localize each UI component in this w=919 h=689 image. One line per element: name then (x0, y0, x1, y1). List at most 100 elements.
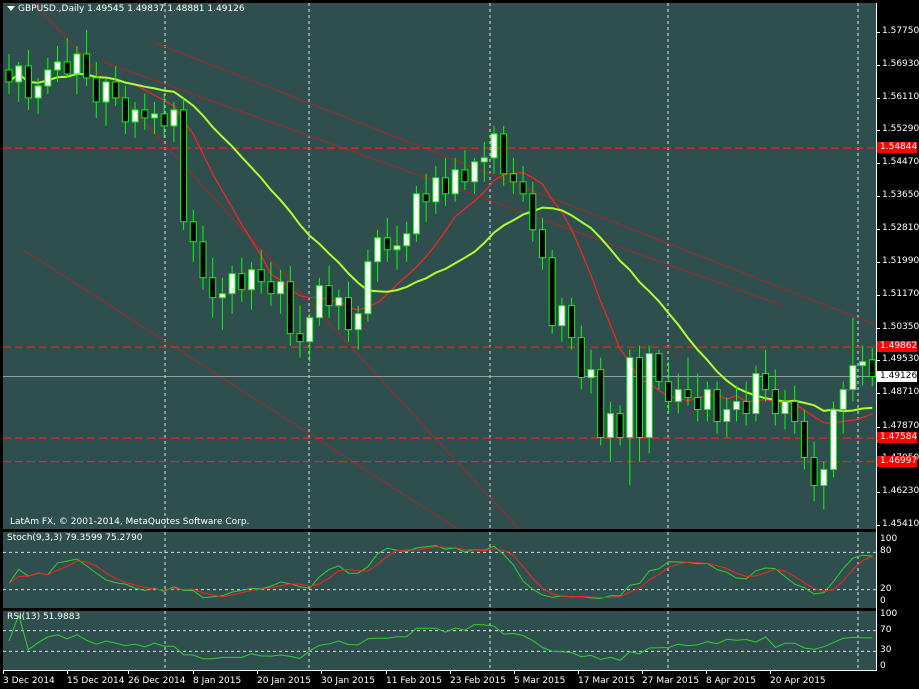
candle[interactable] (170, 101, 178, 142)
candle[interactable] (539, 217, 546, 270)
level-price-tag[interactable]: 1.46997 (877, 455, 917, 467)
time-axis-label[interactable]: 20 Apr 2015 (770, 676, 826, 686)
candle[interactable] (820, 461, 828, 510)
candle[interactable] (102, 77, 110, 126)
candle[interactable] (655, 349, 663, 390)
candle[interactable] (335, 289, 343, 330)
candle[interactable] (771, 369, 779, 426)
candle[interactable] (830, 401, 837, 478)
candle[interactable] (374, 229, 382, 282)
candle[interactable] (286, 265, 294, 346)
candle[interactable] (665, 361, 673, 414)
triangle-down-icon[interactable] (7, 6, 15, 11)
candle[interactable] (345, 281, 352, 342)
candle[interactable] (442, 157, 449, 206)
candle[interactable] (92, 61, 100, 118)
candle[interactable] (44, 57, 52, 94)
candle[interactable] (645, 345, 653, 454)
candle[interactable] (723, 397, 731, 438)
candle[interactable] (218, 277, 226, 330)
candle[interactable] (189, 209, 197, 262)
candle[interactable] (791, 385, 799, 434)
time-axis-label[interactable]: 23 Feb 2015 (450, 676, 507, 686)
candle[interactable] (568, 297, 576, 350)
candle[interactable] (694, 373, 702, 422)
candle[interactable] (451, 157, 459, 202)
candle[interactable] (849, 317, 857, 402)
candle[interactable] (752, 365, 760, 422)
candle[interactable] (257, 249, 265, 294)
candle[interactable] (180, 97, 188, 230)
candle[interactable] (383, 217, 391, 262)
candle[interactable] (480, 141, 488, 182)
candle[interactable] (228, 265, 236, 314)
candle[interactable] (868, 348, 876, 387)
candle[interactable] (713, 381, 721, 434)
candle[interactable] (209, 257, 217, 318)
candle[interactable] (422, 173, 430, 222)
candle[interactable] (490, 125, 498, 174)
stochastic-pane[interactable]: Stoch(9,3,3) 79.3599 75.2790 (3, 532, 876, 608)
candle[interactable] (393, 225, 401, 270)
candle[interactable] (15, 61, 23, 102)
candle[interactable] (160, 93, 168, 138)
candle[interactable] (781, 389, 789, 430)
level-price-tag[interactable]: 1.47584 (877, 432, 917, 444)
candle[interactable] (461, 149, 469, 190)
candle[interactable] (519, 165, 527, 202)
candle[interactable] (432, 165, 440, 214)
candle[interactable] (121, 85, 129, 134)
candle[interactable] (471, 157, 479, 194)
time-axis-label[interactable]: 26 Dec 2014 (128, 676, 186, 686)
price-pane[interactable]: GBPUSD.,Daily 1.49545 1.49837 1.48881 1.… (3, 3, 876, 529)
candle[interactable] (141, 93, 149, 130)
candle[interactable] (762, 349, 770, 402)
candle[interactable] (277, 269, 285, 314)
candle[interactable] (306, 313, 314, 362)
time-axis-label[interactable]: 3 Dec 2014 (3, 676, 55, 686)
time-axis-label[interactable]: 30 Jan 2015 (321, 676, 375, 686)
candle[interactable] (558, 297, 566, 342)
candle[interactable] (810, 441, 818, 502)
candle[interactable] (267, 261, 275, 306)
candle[interactable] (636, 345, 643, 462)
candle[interactable] (606, 401, 614, 462)
candle[interactable] (5, 53, 13, 94)
candle[interactable] (315, 277, 323, 326)
time-axis-label[interactable]: 8 Apr 2015 (706, 676, 756, 686)
candle[interactable] (238, 257, 246, 302)
time-axis-label[interactable]: 8 Jan 2015 (193, 676, 242, 686)
candle[interactable] (587, 349, 595, 394)
candle[interactable] (354, 305, 362, 350)
time-axis-label[interactable]: 17 Mar 2015 (578, 676, 636, 686)
candle[interactable] (577, 325, 585, 390)
time-axis-label[interactable]: 20 Jan 2015 (257, 676, 311, 686)
candle[interactable] (34, 77, 42, 114)
candle[interactable] (403, 221, 411, 262)
candle[interactable] (742, 381, 750, 426)
rsi-pane[interactable]: RSI(13) 51.9883 (3, 611, 876, 670)
candle[interactable] (325, 265, 333, 318)
candle[interactable] (112, 65, 120, 106)
candle[interactable] (859, 345, 867, 386)
candle[interactable] (199, 225, 207, 290)
candle[interactable] (616, 405, 624, 446)
candle[interactable] (509, 157, 517, 194)
candle[interactable] (839, 381, 847, 434)
candle[interactable] (548, 249, 556, 334)
candle[interactable] (24, 49, 32, 110)
candle[interactable] (674, 373, 682, 414)
candle[interactable] (364, 249, 372, 322)
candle[interactable] (626, 349, 634, 486)
level-price-tag[interactable]: 1.49862 (877, 341, 917, 353)
candle[interactable] (248, 261, 255, 310)
candle[interactable] (151, 101, 158, 134)
candle[interactable] (529, 181, 537, 242)
time-axis-label[interactable]: 11 Feb 2015 (386, 676, 443, 686)
time-axis-label[interactable]: 5 Mar 2015 (514, 676, 566, 686)
candle[interactable] (412, 185, 420, 242)
candle[interactable] (684, 357, 692, 406)
time-axis-label[interactable]: 15 Dec 2014 (67, 676, 125, 686)
current-price-tag[interactable]: 1.49126 (877, 370, 917, 382)
candle[interactable] (597, 357, 605, 446)
